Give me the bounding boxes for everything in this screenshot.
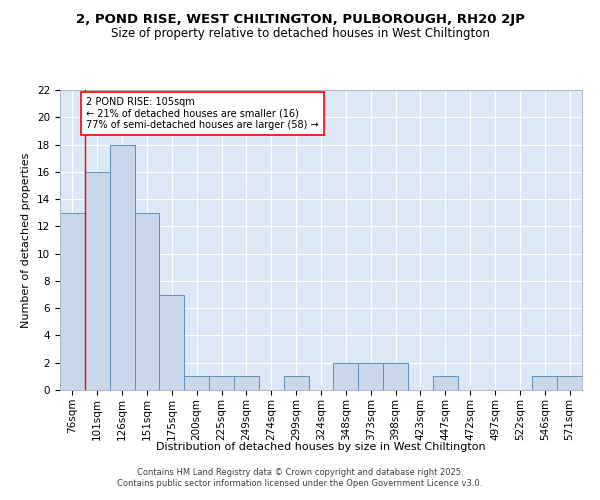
Bar (557, 376, 582, 390)
Bar (134, 212, 160, 390)
Bar (60, 212, 85, 390)
Text: 2, POND RISE, WEST CHILTINGTON, PULBOROUGH, RH20 2JP: 2, POND RISE, WEST CHILTINGTON, PULBOROU… (76, 12, 524, 26)
Bar (532, 376, 557, 390)
Bar (383, 362, 408, 390)
Text: Size of property relative to detached houses in West Chiltington: Size of property relative to detached ho… (110, 28, 490, 40)
Bar (234, 376, 259, 390)
Text: Distribution of detached houses by size in West Chiltington: Distribution of detached houses by size … (156, 442, 486, 452)
Bar (160, 294, 184, 390)
Bar (433, 376, 458, 390)
Text: Contains HM Land Registry data © Crown copyright and database right 2025.
Contai: Contains HM Land Registry data © Crown c… (118, 468, 482, 487)
Bar (209, 376, 234, 390)
Text: 2 POND RISE: 105sqm
← 21% of detached houses are smaller (16)
77% of semi-detach: 2 POND RISE: 105sqm ← 21% of detached ho… (86, 97, 319, 130)
Y-axis label: Number of detached properties: Number of detached properties (22, 152, 31, 328)
Bar (358, 362, 383, 390)
Bar (334, 362, 358, 390)
Bar (184, 376, 209, 390)
Bar (85, 172, 110, 390)
Bar (284, 376, 308, 390)
Bar (110, 144, 134, 390)
